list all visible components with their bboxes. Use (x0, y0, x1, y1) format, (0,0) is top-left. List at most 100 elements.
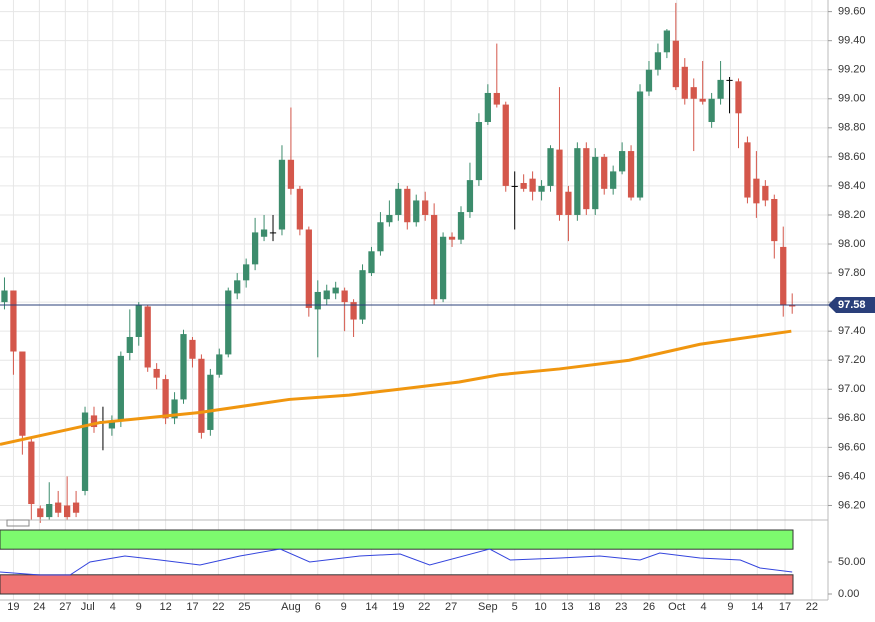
panel-handle[interactable] (6, 519, 30, 527)
last-price-label: 97.58 (838, 299, 866, 311)
marks (0, 2, 796, 523)
candle-body (332, 287, 339, 294)
candle-body (180, 334, 187, 400)
x-tick-label: 22 (806, 601, 818, 613)
x-tick-label: 14 (751, 601, 763, 613)
candle-body (207, 374, 214, 430)
y-tick-label: 97.80 (838, 267, 866, 279)
x-tick-label: 14 (365, 601, 377, 613)
x-tick-label: Oct (668, 601, 685, 613)
x-tick-label: Jul (81, 601, 95, 613)
candle-body (484, 92, 491, 123)
candle-body (287, 159, 295, 189)
y-tick-label: 97.40 (838, 325, 866, 337)
y-tick-label: 98.80 (838, 122, 866, 134)
candle-body (171, 399, 178, 419)
candle-body (55, 502, 62, 513)
candle-body (46, 504, 53, 518)
candle-body (735, 81, 742, 114)
candle-body (37, 508, 44, 518)
x-tick-label: 10 (535, 601, 547, 613)
y-tick-label: 97.20 (838, 354, 866, 366)
x-tick-label: 9 (727, 601, 733, 613)
candle-body (681, 66, 688, 99)
candle-body (618, 151, 626, 172)
candle-body (771, 198, 778, 242)
candle-body (153, 368, 160, 378)
candle-body (583, 148, 590, 210)
candle-body (627, 151, 635, 198)
rsi-line (0, 548, 793, 576)
candle-body (81, 412, 89, 491)
candle-body (753, 178, 760, 204)
candle-body (547, 148, 554, 186)
x-tick-label: 26 (643, 601, 655, 613)
x-tick-label: 5 (512, 601, 518, 613)
candle-body (144, 306, 151, 368)
x-tick-label: 4 (701, 601, 707, 613)
overbought-band (0, 529, 794, 550)
y-tick-label: 98.40 (838, 180, 866, 192)
y-tick-label: 99.20 (838, 64, 866, 76)
candle-body (350, 302, 357, 320)
x-tick-label: 12 (159, 601, 171, 613)
candle-body (251, 232, 259, 265)
candle-body (636, 91, 644, 198)
candle-body (278, 159, 286, 230)
candle-body (529, 178, 536, 192)
candle-body (466, 180, 474, 213)
candle-body (744, 142, 751, 198)
candle-body (439, 236, 447, 300)
x-tick-label: 9 (341, 601, 347, 613)
x-tick-label: 23 (615, 601, 627, 613)
candle-body (538, 185, 545, 192)
candle-body (359, 270, 366, 320)
candle-body (493, 92, 500, 105)
candle-body (135, 305, 142, 337)
x-tick-label: 17 (186, 601, 198, 613)
y-tick-label: 96.20 (838, 499, 866, 511)
x-tick-label: 4 (110, 601, 116, 613)
candle-body (556, 149, 563, 215)
candle-body (269, 232, 277, 234)
x-tick-label: 19 (392, 601, 404, 613)
candle-body (117, 355, 124, 422)
candle-body (108, 421, 116, 429)
candle-body (377, 222, 384, 252)
candle-body (314, 291, 321, 310)
candle-body (323, 290, 330, 300)
candle-body (162, 379, 169, 419)
candle-body (475, 122, 483, 181)
candle-body (234, 280, 241, 294)
candle-body (28, 441, 35, 505)
candle-body (243, 264, 250, 281)
candle-body (198, 358, 205, 433)
candle-body (726, 79, 733, 81)
candle-body (10, 290, 17, 352)
candle-body (448, 236, 456, 240)
y-tick-label: 96.60 (838, 441, 866, 453)
y-tick-label: 96.80 (838, 412, 866, 424)
candle-body (216, 354, 223, 375)
x-tick-label: 24 (33, 601, 45, 613)
y-tick-label: 96.40 (838, 470, 866, 482)
candle-body (762, 185, 769, 201)
candle-body (511, 185, 518, 187)
y2-tick-label: 0.00 (838, 588, 859, 600)
y-tick-label: 98.00 (838, 238, 866, 250)
candle-body (502, 104, 509, 186)
y2-tick-label: 50.00 (838, 556, 866, 568)
candle-body (663, 30, 671, 53)
plot-area (0, 0, 828, 520)
candle-body (225, 290, 232, 355)
x-tick-label: 22 (212, 601, 224, 613)
candle-body (395, 188, 402, 215)
x-tick-label: Aug (281, 601, 301, 613)
y-tick-label: 99.00 (838, 93, 866, 105)
candle-body (645, 69, 653, 92)
y-tick-label: 98.60 (838, 151, 866, 163)
candle-body (296, 188, 304, 230)
y-tick-label: 99.60 (838, 6, 866, 18)
candle-body (789, 305, 796, 307)
